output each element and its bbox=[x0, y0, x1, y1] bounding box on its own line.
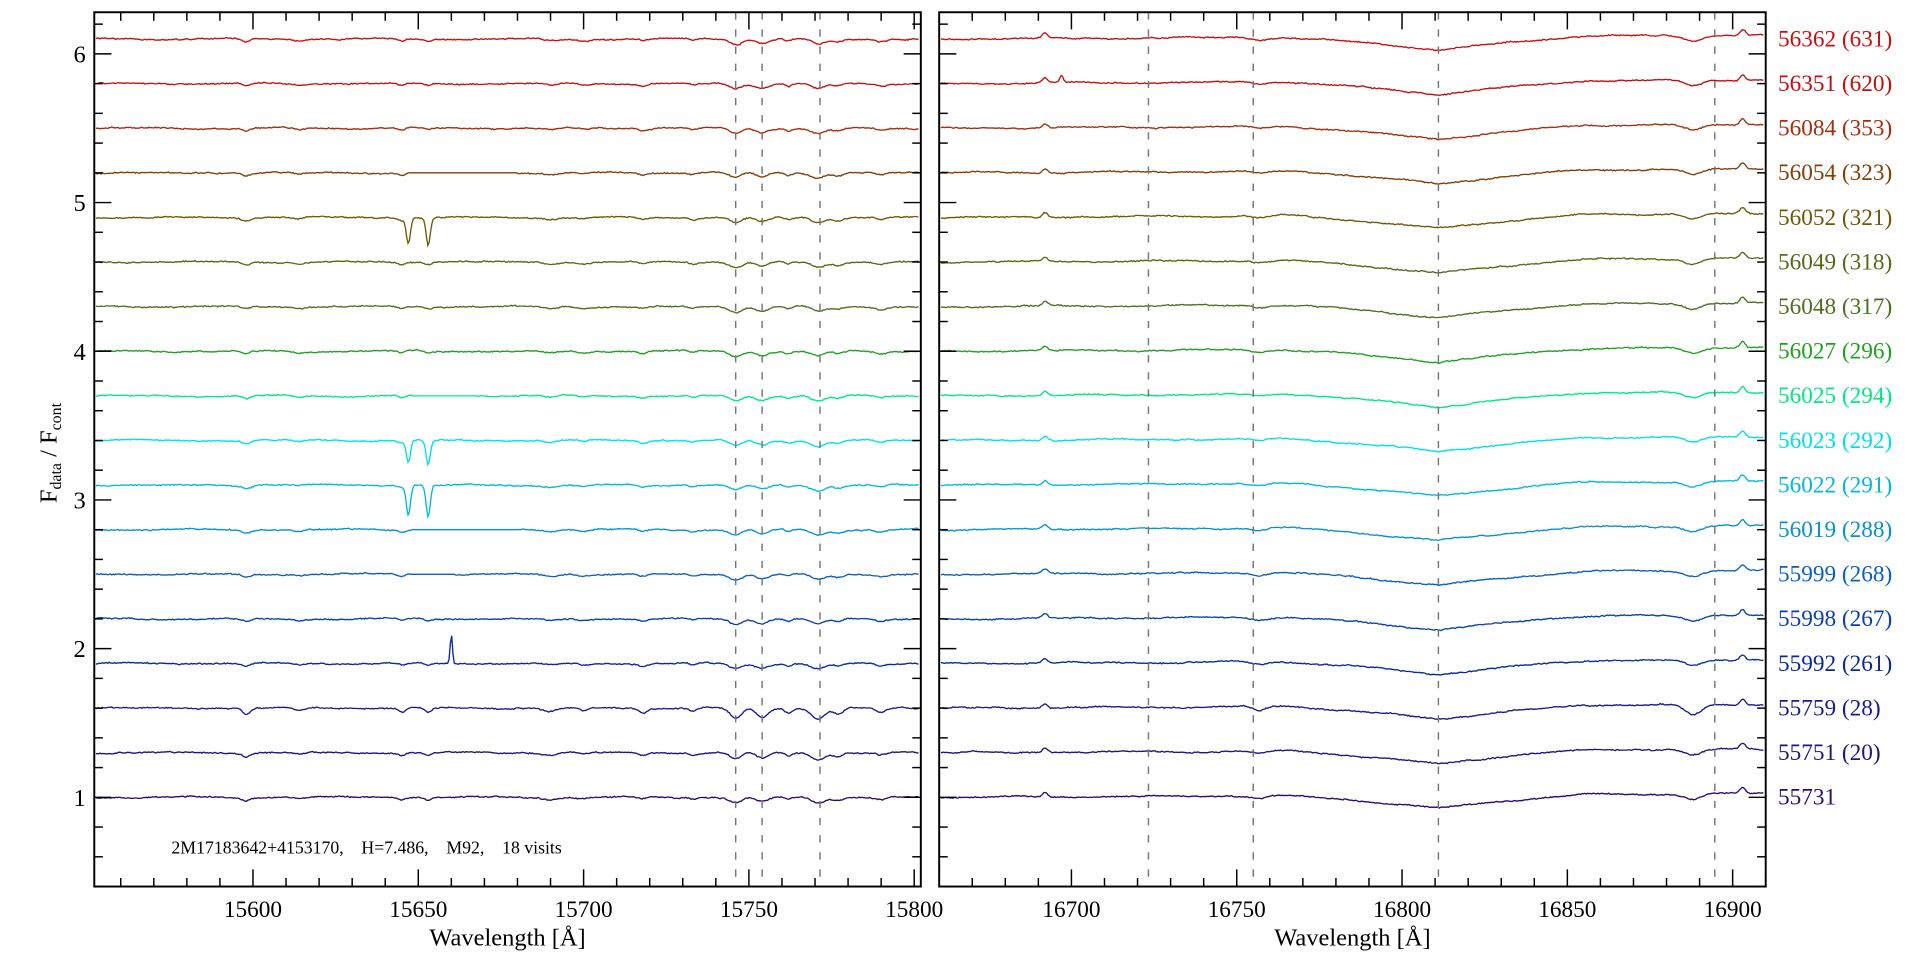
series-label-56022: 56022 (291) bbox=[1778, 472, 1892, 498]
series-label-55999: 55999 (268) bbox=[1778, 562, 1892, 588]
spectrum-line-55992-panel-2 bbox=[940, 654, 1764, 676]
spectrum-line-56023-panel-2 bbox=[940, 430, 1764, 453]
spectrum-line-55759-panel-1 bbox=[95, 706, 919, 721]
x-tick-label: 16850 bbox=[1538, 897, 1596, 923]
spectrum-line-56027-panel-2 bbox=[940, 340, 1764, 364]
spectrum-line-55751-panel-2 bbox=[940, 742, 1764, 765]
series-label-55759: 55759 (28) bbox=[1778, 695, 1881, 721]
spectrum-line-55998-panel-1 bbox=[95, 616, 919, 626]
y-label-sub2: cont bbox=[48, 402, 65, 430]
star-annotation: 2M17183642+4153170, H=7.486, M92, 18 vis… bbox=[171, 837, 561, 857]
y-axis-label: Fdata / Fcont bbox=[35, 402, 65, 503]
x-tick-label: 16800 bbox=[1373, 897, 1431, 923]
series-label-55731: 55731 bbox=[1778, 785, 1836, 811]
spectrum-line-56052-panel-2 bbox=[940, 207, 1764, 229]
y-label-sub1: data bbox=[48, 463, 65, 490]
series-label-56023: 56023 (292) bbox=[1778, 428, 1892, 454]
spectrum-line-56025-panel-1 bbox=[95, 393, 919, 402]
spectrum-line-56022-panel-1 bbox=[95, 483, 919, 520]
spectrum-line-56351-panel-1 bbox=[95, 81, 919, 91]
x-tick-label: 15800 bbox=[885, 897, 943, 923]
spectrum-line-56054-panel-2 bbox=[940, 162, 1764, 186]
x-tick-label: 15650 bbox=[389, 897, 447, 923]
spectrum-line-56351-panel-2 bbox=[940, 74, 1764, 97]
spectrum-line-56022-panel-2 bbox=[940, 474, 1764, 497]
spectrum-line-56362-panel-1 bbox=[95, 36, 919, 46]
series-label-55992: 55992 (261) bbox=[1778, 651, 1892, 677]
spectrum-line-56052-panel-1 bbox=[95, 215, 919, 248]
series-label-56054: 56054 (323) bbox=[1778, 160, 1892, 186]
series-label-56049: 56049 (318) bbox=[1778, 249, 1892, 275]
x-tick-label: 16900 bbox=[1704, 897, 1762, 923]
y-tick-label: 4 bbox=[73, 339, 85, 366]
series-label-56048: 56048 (317) bbox=[1778, 294, 1892, 320]
spectrum-line-56049-panel-2 bbox=[940, 251, 1764, 274]
spectrum-line-56048-panel-2 bbox=[940, 296, 1764, 319]
series-label-56052: 56052 (321) bbox=[1778, 205, 1892, 231]
series-layer bbox=[95, 29, 1764, 809]
y-label-f1: F bbox=[35, 490, 62, 504]
series-label-56084: 56084 (353) bbox=[1778, 116, 1892, 142]
spectrum-line-56048-panel-1 bbox=[95, 304, 919, 314]
spectrum-line-55751-panel-1 bbox=[95, 750, 919, 761]
spectrum-line-56025-panel-2 bbox=[940, 385, 1764, 409]
spectrum-line-55999-panel-2 bbox=[940, 564, 1764, 587]
spectrum-line-55999-panel-1 bbox=[95, 572, 919, 581]
series-label-56019: 56019 (288) bbox=[1778, 517, 1892, 543]
spectrum-line-55992-panel-1 bbox=[95, 635, 919, 670]
spectrum-line-56049-panel-1 bbox=[95, 259, 919, 269]
x-axis-label-panel-1: Wavelength [Å] bbox=[429, 924, 585, 951]
x-tick-label: 15600 bbox=[224, 897, 282, 923]
y-tick-label: 3 bbox=[73, 488, 85, 515]
x-tick-label: 16700 bbox=[1042, 897, 1100, 923]
spectrum-line-55731-panel-1 bbox=[95, 795, 919, 804]
spectrum-line-56023-panel-1 bbox=[95, 438, 919, 467]
y-label-f2: / F bbox=[35, 430, 62, 463]
x-tick-label: 15750 bbox=[720, 897, 778, 923]
panel-frame-2 bbox=[938, 11, 1767, 888]
x-axis-label-panel-2: Wavelength [Å] bbox=[1274, 924, 1430, 951]
series-label-56362: 56362 (631) bbox=[1778, 26, 1892, 52]
series-label-55998: 55998 (267) bbox=[1778, 606, 1892, 632]
series-label-56351: 56351 (620) bbox=[1778, 71, 1892, 97]
series-label-56027: 56027 (296) bbox=[1778, 339, 1892, 365]
x-tick-label: 16750 bbox=[1208, 897, 1266, 923]
y-tick-label: 6 bbox=[73, 41, 85, 68]
spectrum-line-56362-panel-2 bbox=[940, 29, 1764, 52]
y-tick-label: 5 bbox=[73, 190, 85, 217]
x-tick-label: 15700 bbox=[555, 897, 613, 923]
spectrum-line-56084-panel-1 bbox=[95, 126, 919, 135]
y-tick-label: 1 bbox=[73, 785, 85, 812]
spectrum-line-55998-panel-2 bbox=[940, 608, 1764, 632]
spectrum-line-56027-panel-1 bbox=[95, 349, 919, 358]
spectrum-line-55759-panel-2 bbox=[940, 698, 1764, 721]
spectrum-line-56054-panel-1 bbox=[95, 170, 919, 180]
y-tick-label: 2 bbox=[73, 636, 85, 663]
series-label-55751: 55751 (20) bbox=[1778, 740, 1881, 766]
spectrum-line-55731-panel-2 bbox=[940, 786, 1764, 809]
panel-frame-1 bbox=[93, 11, 922, 888]
series-label-56025: 56025 (294) bbox=[1778, 383, 1892, 409]
spectrum-line-56019-panel-2 bbox=[940, 518, 1764, 542]
spectrum-line-56084-panel-2 bbox=[940, 117, 1764, 141]
spectrum-line-56019-panel-1 bbox=[95, 527, 919, 537]
labels-layer: 55731 55751 (20) 55759 (28) 55992 (261) 5599… bbox=[1778, 26, 1892, 810]
